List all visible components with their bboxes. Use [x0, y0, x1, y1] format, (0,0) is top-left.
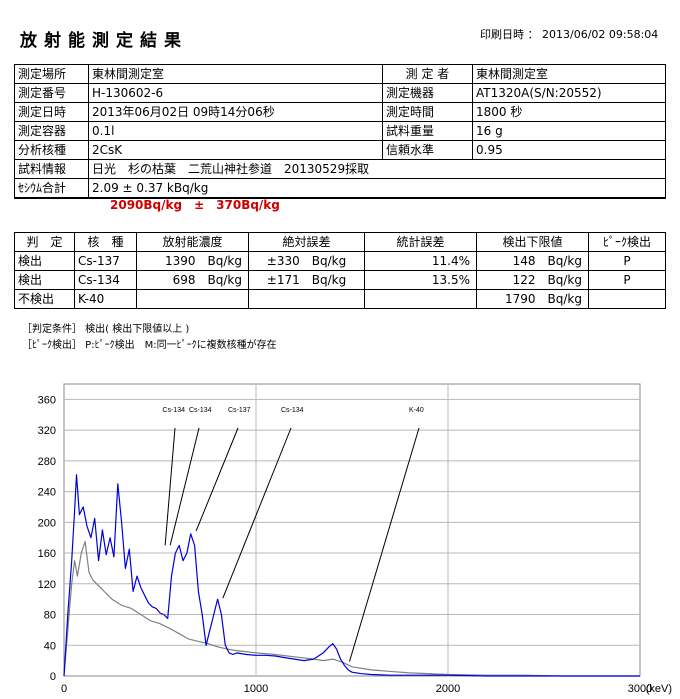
y-tick-label: 320 — [38, 425, 56, 437]
chart-series — [63, 474, 640, 677]
y-tick-label: 40 — [44, 640, 56, 652]
table-row: 不検出 K-40 1790 Bq/kg — [14, 289, 666, 309]
cell-concentration — [136, 289, 249, 309]
cell-detection-limit: 1790 Bq/kg — [476, 289, 589, 309]
cell-judgement: 不検出 — [14, 289, 75, 309]
place-value: 東林間測定室 — [88, 64, 383, 84]
x-unit-label: (keV) — [646, 683, 672, 695]
chart-ticks: 0 40 80 120 160 200 240 280 320 360 0 1000 2000 3000(… — [38, 394, 672, 695]
y-tick-label: 280 — [38, 456, 56, 468]
number-value: H-130602-6 — [88, 83, 383, 103]
time-value: 1800 秒 — [472, 102, 666, 122]
cell-detection-limit: 148 Bq/kg — [476, 251, 589, 271]
header-abs-error: 絶対誤差 — [248, 232, 365, 252]
x-tick-label: 0 — [61, 683, 67, 695]
cell-abs-error: ±330 Bq/kg — [248, 251, 365, 271]
x-tick-label: 2000 — [436, 683, 460, 695]
y-tick-label: 200 — [38, 517, 56, 529]
cell-stat-error — [364, 289, 477, 309]
cell-stat-error: 13.5% — [364, 270, 477, 290]
print-datetime: 印刷日時 ： 2013/06/02 09:58:04 — [480, 26, 658, 42]
plot-area — [63, 383, 641, 677]
number-label: 測定番号 — [14, 83, 89, 103]
cell-nuclide: K-40 — [74, 289, 137, 309]
peak-annotation-label: Cs-137 — [228, 407, 251, 414]
cell-peak — [588, 289, 666, 309]
peak-annotation-leader — [169, 427, 200, 546]
y-tick-label: 160 — [38, 548, 56, 560]
cell-concentration: 1390 Bq/kg — [136, 251, 249, 271]
datetime-label: 測定日時 — [14, 102, 89, 122]
measurer-label: 測 定 者 — [382, 64, 473, 84]
page-title: 放射能測定結果 — [20, 31, 188, 51]
peak-annotation-leader — [195, 427, 239, 532]
print-datetime-value: 2013/06/02 09:58:04 — [542, 28, 659, 41]
print-datetime-label: 印刷日時 ： — [480, 28, 539, 41]
peak-annotation-label: Cs-134 — [162, 407, 185, 414]
y-tick-label: 80 — [44, 610, 56, 622]
cell-stat-error: 11.4% — [364, 251, 477, 271]
header-judgement: 判 定 — [14, 232, 75, 252]
header-detection-limit: 検出下限値 — [476, 232, 589, 252]
chart-annotations: Cs-134 Cs-134 Cs-137 Cs-134 K-40 — [162, 407, 424, 662]
cell-nuclide: Cs-137 — [74, 251, 137, 271]
cell-abs-error: ±171 Bq/kg — [248, 270, 365, 290]
device-value: AT1320A(S/N:20552) — [472, 83, 666, 103]
weight-label: 試料重量 — [382, 121, 473, 141]
table-row: 検出 Cs-134 698 Bq/kg ±171 Bq/kg 13.5% 122… — [14, 270, 666, 290]
cell-detection-limit: 122 Bq/kg — [476, 270, 589, 290]
peak-annotation-label: Cs-134 — [281, 407, 304, 414]
sample-label: 試料情報 — [14, 159, 89, 179]
measurement-info-table: 測定場所 東林間測定室 測 定 者 東林間測定室 測定番号 H-130602-6… — [14, 64, 666, 199]
device-label: 測定機器 — [382, 83, 473, 103]
cell-concentration: 698 Bq/kg — [136, 270, 249, 290]
converted-total: 2090Bq/kg ± 370Bq/kg — [110, 198, 280, 212]
y-tick-label: 240 — [38, 487, 56, 499]
spectrum-series-line — [63, 540, 640, 677]
header-nuclide: 核 種 — [74, 232, 137, 252]
place-label: 測定場所 — [14, 64, 89, 84]
results-header-row: 判 定 核 種 放射能濃度 絶対誤差 統計誤差 検出下限値 ﾋﾟｰｸ検出 — [14, 232, 666, 252]
cell-judgement: 検出 — [14, 251, 75, 271]
header-stat-error: 統計誤差 — [364, 232, 477, 252]
note-peak-detection: ［ﾋﾟｰｸ検出］ P:ﾋﾟｰｸ検出 M:同一ﾋﾟｰｸに複数核種が存在 — [22, 340, 277, 351]
y-tick-label: 120 — [38, 579, 56, 591]
x-tick-label: 1000 — [244, 683, 268, 695]
y-tick-label: 0 — [50, 671, 56, 683]
cell-nuclide: Cs-134 — [74, 270, 137, 290]
total-value: 2.09 ± 0.37 kBq/kg — [88, 178, 666, 199]
cell-judgement: 検出 — [14, 270, 75, 290]
nuclide-value: 2CsK — [88, 140, 383, 160]
container-label: 測定容器 — [14, 121, 89, 141]
chart-grid — [63, 383, 641, 677]
peak-annotation-leader — [349, 427, 420, 662]
confidence-label: 信頼水準 — [382, 140, 473, 160]
table-row: 検出 Cs-137 1390 Bq/kg ±330 Bq/kg 11.4% 14… — [14, 251, 666, 271]
x-tick-label: 3000 — [628, 683, 652, 695]
note-judgement-criteria: ［判定条件］ 検出( 検出下限値以上 ) — [22, 324, 190, 335]
y-tick-label: 360 — [38, 394, 56, 406]
cell-peak: P — [588, 251, 666, 271]
total-label: ｾｼｳﾑ合計 — [14, 178, 89, 199]
container-value: 0.1l — [88, 121, 383, 141]
peak-annotation-label: Cs-134 — [189, 407, 212, 414]
header-concentration: 放射能濃度 — [136, 232, 249, 252]
time-label: 測定時間 — [382, 102, 473, 122]
spectrum-series-line — [63, 474, 640, 677]
cell-abs-error — [248, 289, 365, 309]
sample-value: 日光 杉の枯葉 二荒山神社参道 20130529採取 — [88, 159, 666, 179]
header-peak: ﾋﾟｰｸ検出 — [588, 232, 666, 252]
peak-annotation-label: K-40 — [409, 407, 424, 414]
confidence-value: 0.95 — [472, 140, 666, 160]
datetime-value: 2013年06月02日 09時14分06秒 — [88, 102, 383, 122]
nuclide-label: 分析核種 — [14, 140, 89, 160]
spectrum-chart: Cs-134 Cs-134 Cs-137 Cs-134 K-40 0 40 80 120 160… — [38, 383, 672, 695]
peak-annotation-leader — [222, 427, 292, 599]
cell-peak: P — [588, 270, 666, 290]
weight-value: 16 g — [472, 121, 666, 141]
peak-annotation-leader — [164, 427, 176, 546]
results-table: 判 定 核 種 放射能濃度 絶対誤差 統計誤差 検出下限値 ﾋﾟｰｸ検出 検出 … — [14, 232, 666, 309]
measurer-value: 東林間測定室 — [472, 64, 666, 84]
